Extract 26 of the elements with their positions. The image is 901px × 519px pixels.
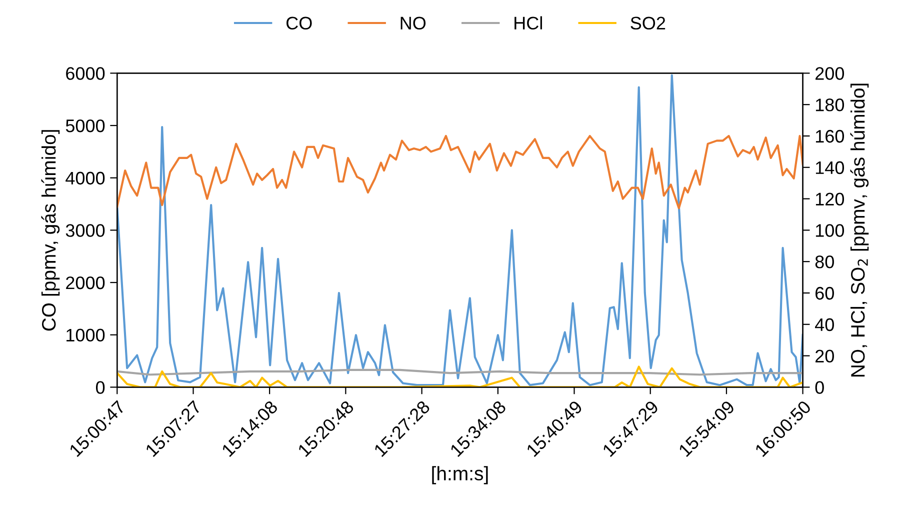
y2-tick-label: 200	[816, 67, 844, 80]
y2-axis-title: NO, HCl, SO$_{2}$ [ppmv, gás húmido]	[850, 84, 869, 376]
y-tick-label: 1000	[66, 328, 105, 342]
y-tick-label: 6000	[66, 67, 105, 80]
y2-tick-label: 20	[816, 350, 834, 362]
y2-tick-label: 100	[816, 224, 844, 237]
legend-label: HCl	[514, 16, 542, 30]
y-tick-label: 2000	[66, 276, 105, 290]
y-tick-label: 5000	[66, 119, 105, 132]
y-tick-label: 3000	[66, 224, 105, 237]
x-axis-title: [h:m:s]	[432, 466, 488, 484]
legend-label: CO	[286, 16, 312, 30]
y2-tick-label: 80	[815, 256, 834, 268]
line-series	[117, 134, 803, 210]
y2-tick-label: 40	[815, 318, 834, 332]
y-tick-label: 0	[96, 381, 105, 394]
y2-tick-label: 180	[816, 98, 844, 112]
y2-tick-label: 120	[816, 192, 844, 206]
y-axis-title: CO [ppmv, gás húmido]	[41, 130, 60, 331]
legend-label: SO2	[630, 16, 666, 30]
legend-label: NO	[400, 16, 426, 30]
y2-tick-label: 160	[816, 130, 844, 143]
y2-tick-label: 60	[816, 286, 834, 300]
y2-tick-label: 0	[815, 381, 824, 394]
y-tick-label: 4000	[66, 172, 105, 185]
y2-tick-label: 140	[816, 161, 844, 174]
